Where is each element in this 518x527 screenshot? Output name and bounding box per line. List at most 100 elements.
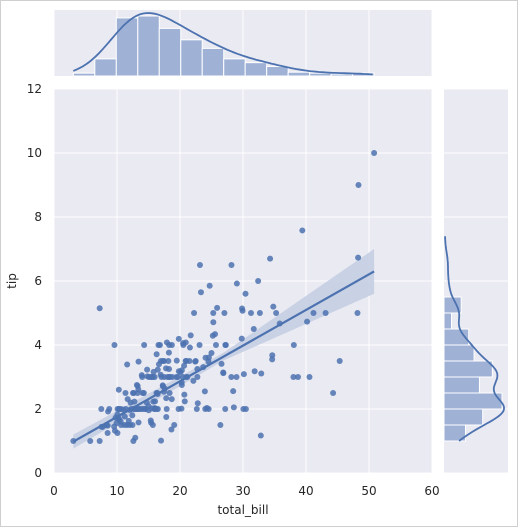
scatter-points — [70, 150, 378, 444]
data-point — [169, 374, 176, 380]
data-point — [106, 406, 113, 412]
data-point — [257, 432, 264, 439]
data-point — [132, 434, 139, 441]
data-point — [238, 335, 245, 342]
x-tick-label: 50 — [361, 484, 376, 498]
data-point — [290, 342, 297, 348]
data-point — [173, 357, 180, 364]
data-point — [129, 422, 136, 428]
top-hist-bar — [180, 39, 203, 77]
data-point — [270, 303, 277, 310]
data-point — [212, 331, 219, 338]
data-point — [194, 374, 201, 380]
data-point — [233, 280, 240, 287]
x-tick-label: 20 — [172, 484, 187, 498]
data-point — [230, 404, 237, 411]
top-hist-bar — [244, 62, 268, 77]
data-point — [197, 289, 204, 296]
data-point — [139, 374, 146, 380]
data-point — [166, 390, 173, 396]
data-point — [255, 278, 262, 284]
y-tick-label: 4 — [34, 338, 42, 352]
top-hist-bar — [115, 17, 139, 77]
data-point — [168, 426, 175, 433]
data-point — [269, 352, 276, 359]
data-point — [187, 332, 194, 339]
data-point — [256, 310, 263, 316]
data-point — [154, 366, 161, 373]
data-point — [330, 390, 337, 396]
data-point — [191, 310, 198, 316]
data-point — [98, 406, 105, 412]
data-point — [168, 396, 175, 403]
data-point — [115, 386, 122, 393]
top-hist-bar — [266, 65, 289, 77]
top-marginal-histogram — [72, 15, 375, 77]
data-point — [129, 412, 136, 419]
data-point — [273, 310, 280, 316]
data-point — [217, 422, 224, 428]
data-point — [205, 406, 212, 412]
data-point — [218, 360, 225, 367]
data-point — [87, 438, 94, 444]
data-point — [242, 290, 249, 297]
data-point — [208, 350, 215, 356]
top-marginal-kde — [72, 12, 373, 76]
data-point — [121, 413, 128, 420]
top-hist-bar — [201, 47, 225, 77]
data-point — [114, 430, 121, 436]
data-point — [163, 406, 170, 412]
top-hist-bar — [94, 58, 117, 77]
data-point — [96, 438, 103, 444]
data-point — [158, 437, 165, 444]
data-point — [239, 307, 246, 314]
data-point — [181, 362, 188, 369]
data-point — [96, 305, 103, 312]
data-point — [174, 374, 181, 380]
data-point — [149, 422, 156, 428]
data-point — [165, 349, 172, 356]
data-point — [165, 358, 172, 364]
data-point — [294, 374, 301, 380]
data-point — [355, 254, 362, 261]
data-point — [181, 391, 188, 398]
data-point — [166, 366, 173, 372]
y-tick-label: 0 — [34, 466, 42, 480]
data-point — [153, 351, 160, 358]
data-point — [201, 388, 208, 395]
data-point — [135, 386, 142, 393]
data-point — [122, 390, 129, 396]
data-point — [258, 370, 265, 377]
axis-ticks: 0 10 20 30 40 50 60 0 2 4 6 8 10 12 — [27, 82, 440, 498]
data-point — [124, 361, 131, 368]
right-hist-bar — [443, 360, 493, 378]
data-point — [354, 310, 361, 316]
right-hist-bar — [443, 392, 503, 410]
top-hist-bar — [330, 73, 354, 77]
data-point — [171, 422, 178, 428]
right-hist-bar — [443, 312, 453, 330]
data-point — [250, 326, 257, 332]
x-tick-label: 60 — [424, 484, 439, 498]
y-tick-label: 12 — [27, 82, 42, 96]
data-point — [178, 382, 185, 388]
data-point — [355, 182, 362, 188]
top-hist-bar — [137, 15, 160, 77]
data-point — [141, 342, 148, 348]
data-point — [194, 400, 201, 407]
top-hist-bar — [158, 27, 182, 77]
top-hist-bar — [223, 58, 246, 77]
data-point — [161, 358, 168, 364]
regression-line-path — [72, 270, 375, 443]
data-point — [196, 342, 203, 348]
data-point — [190, 377, 197, 384]
right-hist-bar — [443, 344, 475, 362]
data-point — [182, 339, 189, 346]
top-hist-bar — [287, 71, 311, 77]
data-point — [233, 374, 240, 380]
data-point — [163, 395, 170, 402]
data-point — [304, 318, 311, 325]
data-point — [230, 388, 237, 395]
data-point — [144, 366, 151, 373]
right-marginal-kde — [444, 236, 505, 442]
